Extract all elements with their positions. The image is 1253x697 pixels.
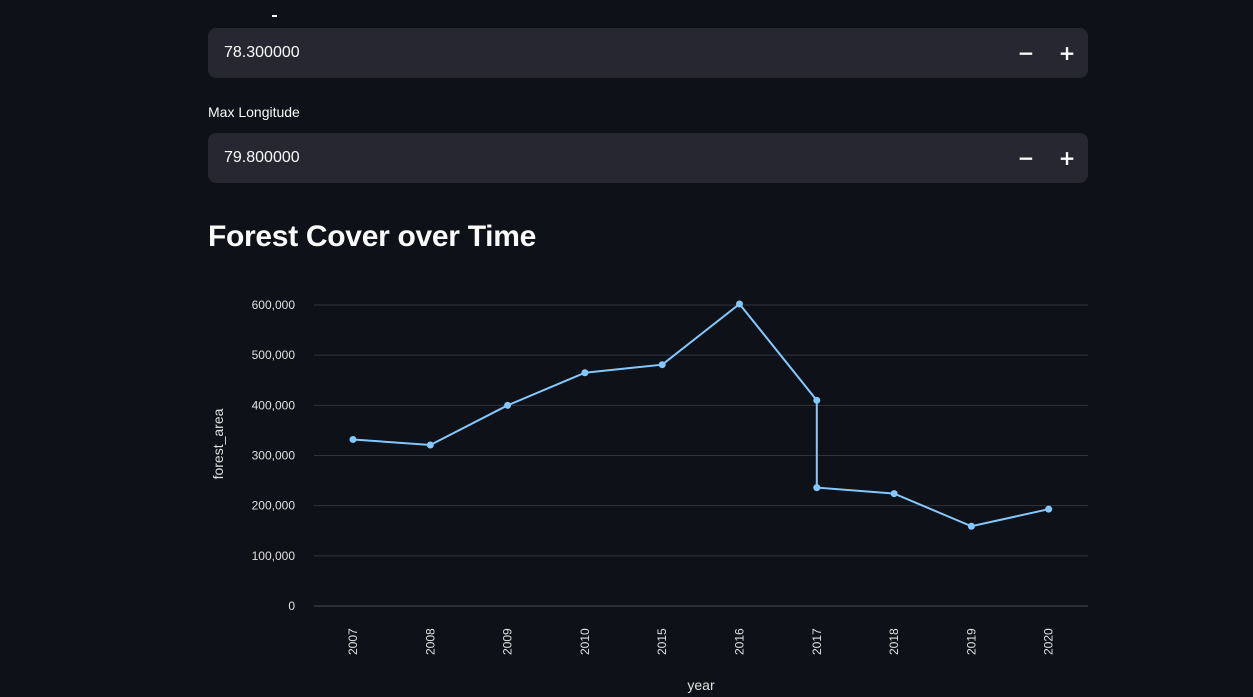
data-point[interactable] xyxy=(890,490,898,498)
y-tick-label: 500,000 xyxy=(252,348,296,362)
x-tick-label: 2018 xyxy=(887,628,901,655)
x-tick-label: 2009 xyxy=(501,628,515,655)
data-point[interactable] xyxy=(967,522,975,530)
y-tick-label: 100,000 xyxy=(252,549,296,563)
x-tick-label: 2019 xyxy=(964,628,978,655)
data-point[interactable] xyxy=(813,396,821,404)
forest-cover-chart: 0 100,000 200,000 300,000 400,000 500,000 600,… xyxy=(210,298,1088,693)
data-point[interactable] xyxy=(736,300,743,308)
x-tick-label: 2007 xyxy=(346,628,360,655)
x-tick-label: 2020 xyxy=(1042,628,1056,655)
min-longitude-input[interactable]: 78.300000 − + xyxy=(208,28,1088,78)
x-tick-label: 2017 xyxy=(810,628,824,655)
max-longitude-input[interactable]: 79.800000 − + xyxy=(208,133,1088,183)
y-tick-label: 200,000 xyxy=(252,499,296,513)
data-point[interactable] xyxy=(658,361,666,369)
y-tick-label: 400,000 xyxy=(252,398,296,412)
x-tick-label: 2010 xyxy=(578,628,592,655)
min-longitude-label-clipped xyxy=(268,6,280,18)
data-point[interactable] xyxy=(349,435,357,443)
data-point[interactable] xyxy=(1045,505,1053,513)
x-axis-title: year xyxy=(687,677,715,693)
y-tick-label: 300,000 xyxy=(252,449,296,463)
data-point[interactable] xyxy=(813,484,821,492)
x-tick-label: 2008 xyxy=(423,628,437,655)
data-point[interactable] xyxy=(581,369,589,377)
min-longitude-increment-button[interactable]: + xyxy=(1058,41,1076,65)
max-longitude-value[interactable]: 79.800000 xyxy=(224,149,300,166)
section-heading: Forest Cover over Time xyxy=(208,220,536,253)
y-axis-title: forest_area xyxy=(210,408,226,479)
y-tick-label: 600,000 xyxy=(252,298,296,312)
data-point[interactable] xyxy=(504,401,512,409)
max-longitude-increment-button[interactable]: + xyxy=(1058,146,1076,170)
max-longitude-label: Max Longitude xyxy=(208,104,300,120)
x-tick-label: 2016 xyxy=(733,628,747,655)
min-longitude-decrement-button[interactable]: − xyxy=(1017,41,1035,65)
x-tick-label: 2015 xyxy=(655,628,669,655)
series-line xyxy=(352,302,1049,528)
max-longitude-decrement-button[interactable]: − xyxy=(1017,146,1035,170)
data-point[interactable] xyxy=(426,441,434,449)
min-longitude-value[interactable]: 78.300000 xyxy=(224,44,300,61)
y-tick-label: 0 xyxy=(288,599,295,613)
